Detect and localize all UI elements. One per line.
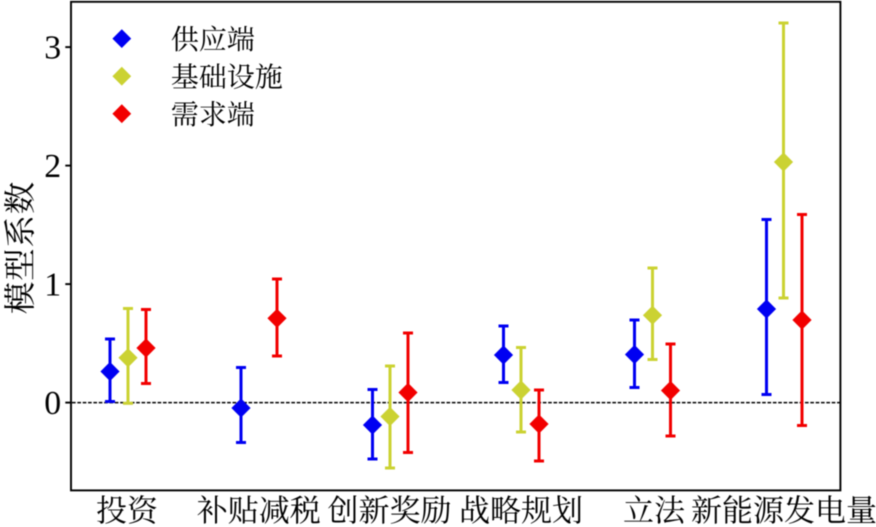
svg-text:1: 1 [44,267,61,304]
svg-text:2: 2 [44,148,61,185]
svg-text:3: 3 [44,30,61,67]
svg-text:0: 0 [44,385,61,422]
